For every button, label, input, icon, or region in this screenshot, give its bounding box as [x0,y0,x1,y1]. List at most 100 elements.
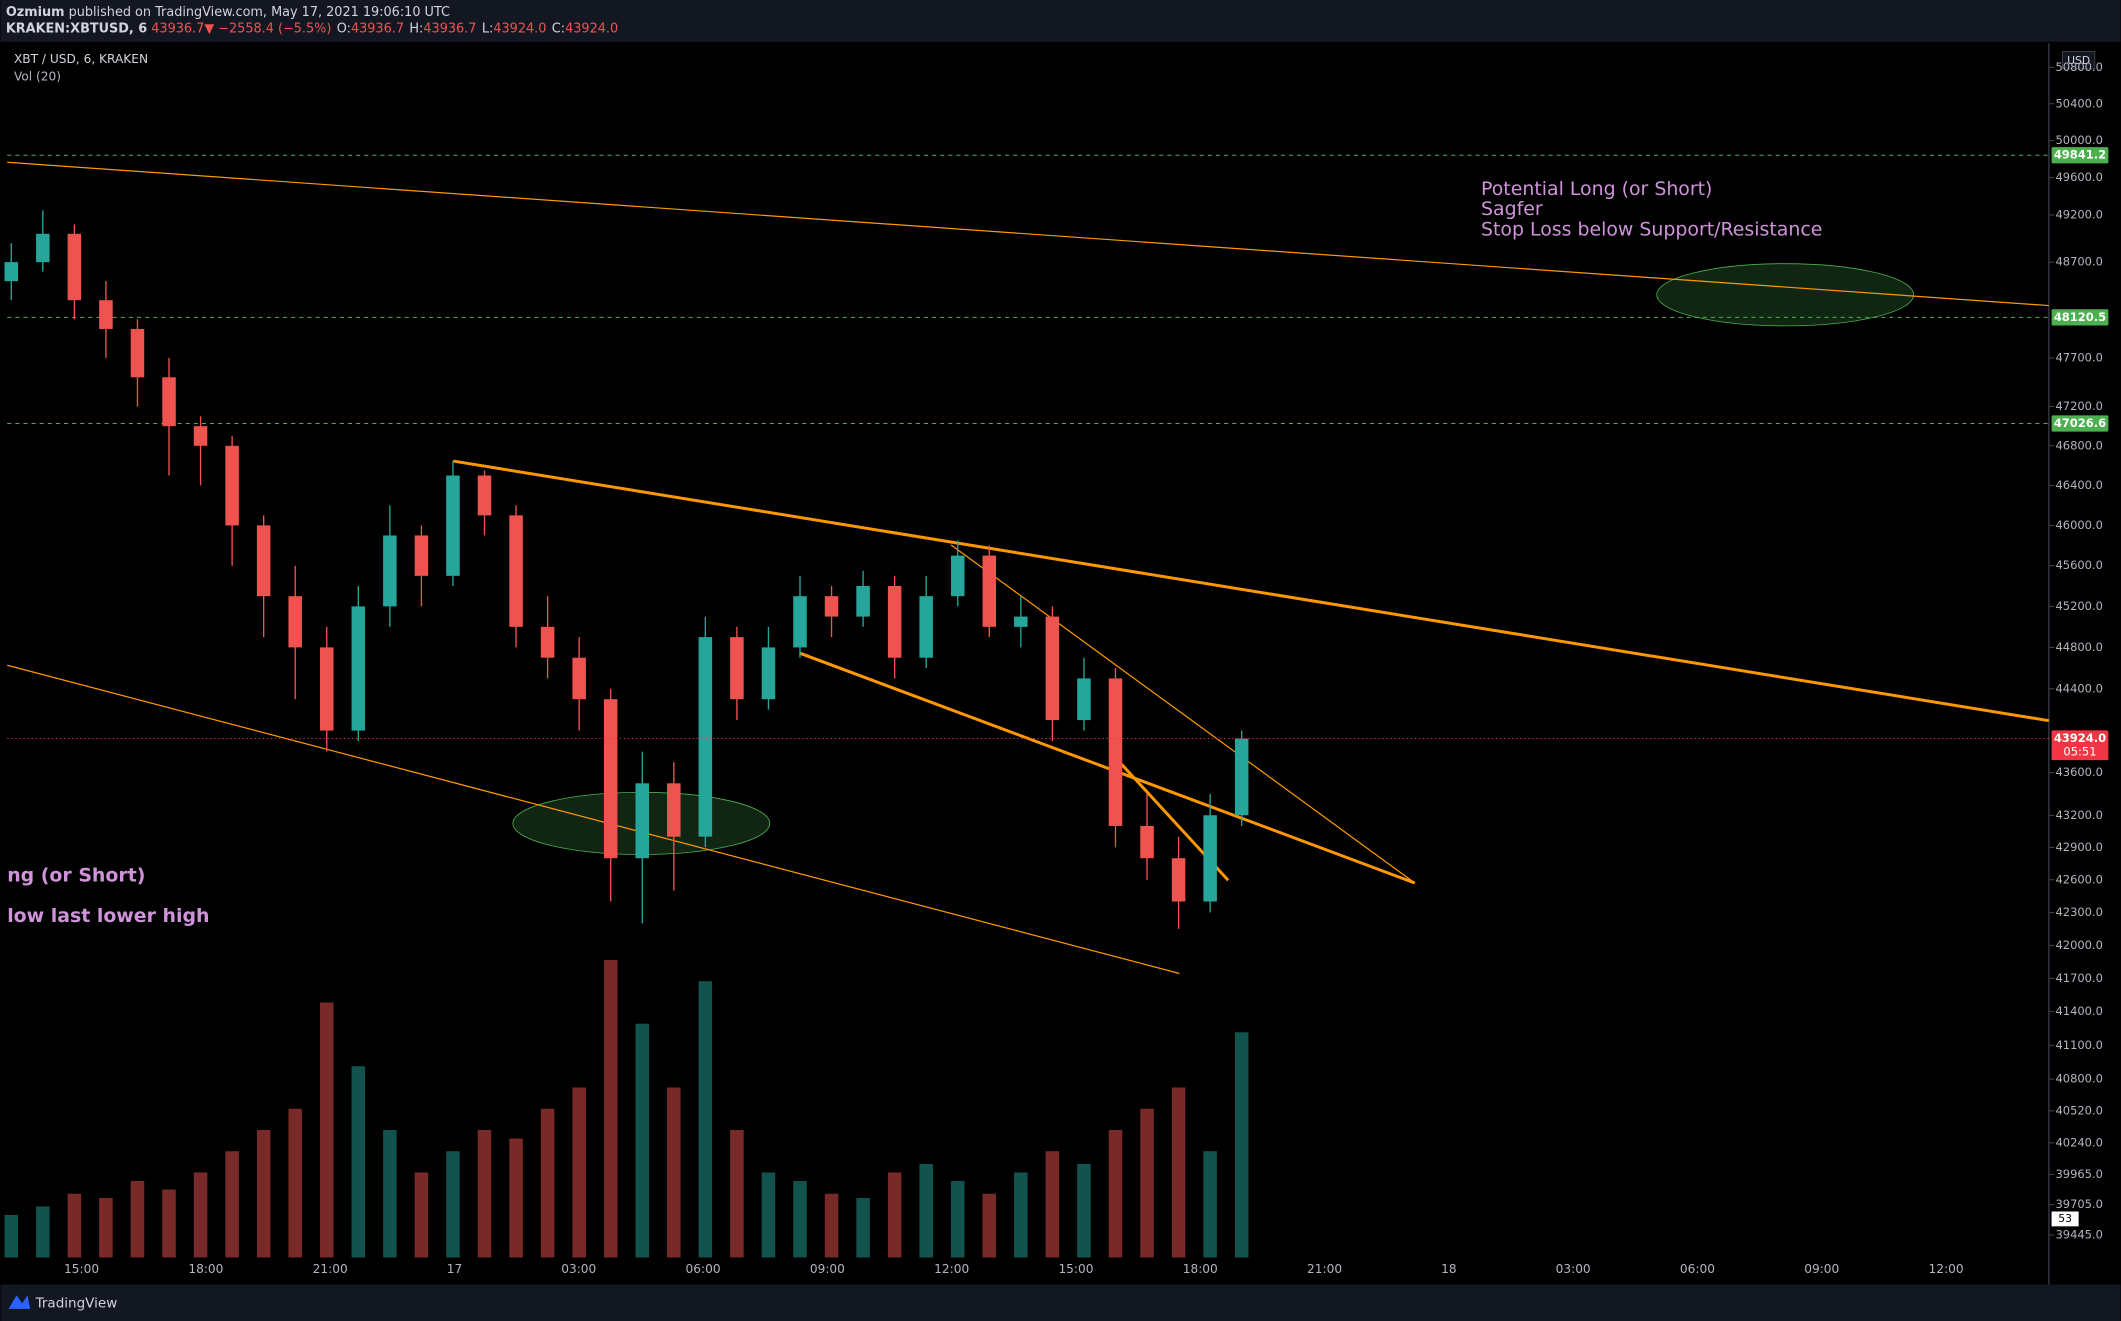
y-tick-label: 47200.0 [2055,399,2103,413]
candle-body [730,637,744,700]
volume-bar [793,1180,807,1258]
candle-body [4,262,19,282]
level-badge [2051,309,2109,326]
volume-bar [982,1193,997,1258]
volume-bar [761,1172,776,1258]
y-tick-label: 45200.0 [2055,599,2103,613]
candle-body [225,445,239,526]
ohlc-value: 43936.7 [423,21,476,36]
volume-badge [2051,1211,2079,1227]
level-badge [2051,147,2109,164]
candle-body [856,585,870,617]
candle-body [603,699,618,859]
y-tick-label: 50000.0 [2055,133,2103,147]
countdown: 05:51 [2063,745,2096,759]
volume-bar [1203,1151,1217,1258]
volume-bar [320,1002,334,1258]
candle-body [509,515,523,627]
candle-body [1171,858,1186,902]
trendline [7,664,1180,975]
zone [1656,263,1915,327]
annotation: Potential Long (or Short) [1481,178,1712,200]
y-tick-label: 43600.0 [2055,765,2103,779]
candle-body [1140,825,1154,859]
y-tick-label: 45600.0 [2055,558,2103,572]
ohlc-key: O: [337,21,351,36]
volume-bar [130,1180,145,1258]
volume-bar [824,1193,839,1258]
x-tick-label: 21:00 [1307,1262,1342,1276]
x-tick-label: 21:00 [313,1262,348,1276]
y-tick-label: 39445.0 [2055,1227,2103,1241]
y-tick-label: 48700.0 [2055,255,2103,269]
x-tick-label: 03:00 [1556,1262,1591,1276]
logo [8,1295,31,1309]
x-tick-label: 15:00 [1058,1262,1093,1276]
candle-body [887,585,902,658]
volume-bar [856,1197,870,1258]
y-tick-label: 42900.0 [2055,840,2103,854]
volume-bar [887,1172,902,1258]
candle-body [761,647,776,700]
candle-body [1077,678,1091,721]
header-line: Ozmium published on TradingView.com, May… [6,5,450,20]
chart: 50800.0 50400.0 50000.0 49600.0 49200.0 48700… [4,60,2109,1276]
candle-body [1234,738,1249,816]
volume-bar [1077,1163,1091,1258]
volume-bar [193,1172,208,1258]
y-tick-label: 50400.0 [2055,96,2103,110]
y-tick-label: 44800.0 [2055,640,2103,654]
trendlines [7,161,2050,975]
candle-body [1014,616,1028,627]
volume-bar [225,1151,239,1258]
annotation: ng (or Short) [7,865,145,887]
x-tick-label: 12:00 [1929,1262,1964,1276]
volume-bar [351,1066,366,1258]
ohlc-key: C: [552,21,565,36]
volume-bar [162,1189,176,1258]
y-tick-label: 49600.0 [2055,170,2103,184]
volume-bar [540,1108,555,1258]
x-tick-label: 06:00 [1680,1262,1715,1276]
candle-body [982,555,997,627]
y-tick-label: 39705.0 [2055,1197,2103,1211]
candle-body [67,233,82,301]
volume-bar [509,1138,523,1258]
candle-body [414,535,429,576]
candle-body [256,525,271,597]
y-tick-label: 41700.0 [2055,971,2103,985]
y-tick-label: 42300.0 [2055,905,2103,919]
x-tick-label: 18:00 [188,1262,223,1276]
volume-bar [36,1206,50,1258]
current-label: 43924.0 [2054,731,2106,745]
level-label: 48120.5 [2054,310,2106,324]
candle-body [635,783,650,859]
current-badge [2051,730,2109,761]
x-tick-label: 17 [447,1262,462,1276]
candle-body [793,596,807,648]
candle-body [919,596,933,658]
publisher: Ozmium [6,5,65,20]
ohlc-key: L: [482,21,493,36]
y-tick-label: 39965.0 [2055,1167,2103,1181]
candle-body [1045,616,1060,721]
volume-bar [256,1129,271,1258]
y-tick-label: 42600.0 [2055,872,2103,886]
candle-body [383,535,397,607]
y-tick-label: 41100.0 [2055,1038,2103,1052]
volume-bar [698,981,713,1258]
trendline [950,544,1416,884]
candle-body [572,657,586,700]
brand: TradingView [35,1295,118,1311]
level-badge [2051,415,2109,432]
candle-body [950,555,965,597]
candle-body [320,647,334,731]
candle-body [1203,815,1217,902]
trendline [7,161,2049,307]
volume-bar [414,1172,429,1258]
candle-body [130,328,145,378]
volume-bar [635,1023,650,1258]
volume-bar [1140,1108,1154,1258]
volume-bar [1014,1172,1028,1258]
